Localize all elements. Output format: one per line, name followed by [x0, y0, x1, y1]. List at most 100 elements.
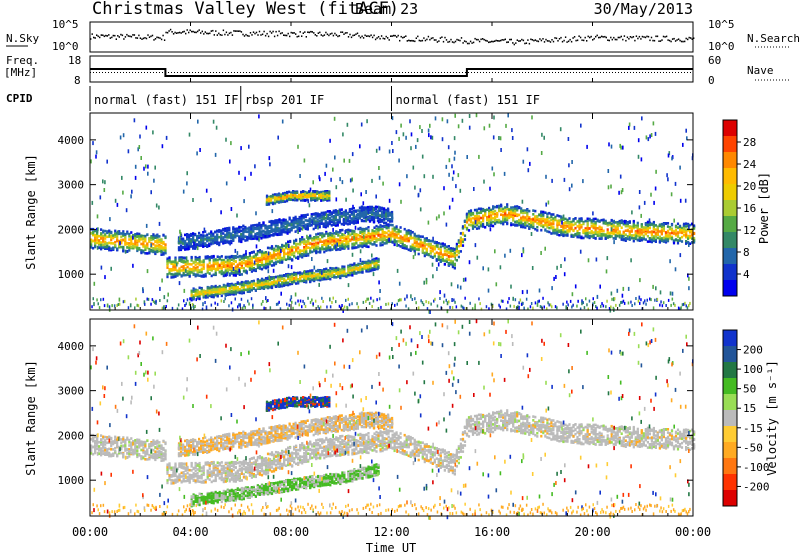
- power-cell: [662, 240, 665, 243]
- nsky-point: [400, 35, 402, 38]
- power-cell: [220, 294, 223, 298]
- power-cell: [226, 268, 229, 272]
- power-cell: [331, 267, 334, 270]
- power-cell: [277, 193, 281, 197]
- power-cell: [632, 239, 635, 243]
- power-cell: [186, 273, 189, 276]
- power-cell: [114, 229, 117, 233]
- power-cell: [148, 247, 151, 251]
- nsky-point: [304, 31, 306, 33]
- power-cell: [582, 229, 585, 233]
- power-cell: [542, 213, 545, 216]
- power-cell: [179, 244, 183, 247]
- power-cell: [315, 243, 318, 247]
- power-cell: [685, 225, 688, 228]
- power-cell: [413, 236, 416, 240]
- power-cell: [369, 235, 372, 238]
- power-cell: [311, 274, 314, 278]
- power-cell: [152, 247, 155, 250]
- nsky-point: [165, 31, 167, 34]
- power-cell: [323, 233, 326, 237]
- power-cell: [278, 249, 282, 253]
- power-cell: [112, 234, 115, 237]
- nsky-point: [668, 39, 671, 42]
- power-cell: [271, 202, 275, 206]
- power-cell: [341, 247, 344, 250]
- power-cell: [423, 244, 426, 247]
- power-cell: [290, 198, 293, 201]
- power-cell: [136, 232, 139, 235]
- nsky-point: [471, 42, 473, 44]
- nsky-point: [522, 39, 525, 42]
- nsky-point: [655, 35, 657, 38]
- power-cell: [284, 193, 287, 197]
- power-cell: [433, 240, 436, 244]
- nsky-point: [590, 35, 592, 38]
- power-cell: [391, 231, 394, 235]
- power-cell: [502, 222, 505, 226]
- power-cell: [367, 226, 370, 229]
- power-cell: [116, 236, 119, 240]
- power-cell: [281, 261, 284, 264]
- nsky-point: [115, 38, 117, 40]
- power-cell: [317, 276, 320, 280]
- power-cell: [260, 258, 264, 261]
- power-cell: [578, 227, 581, 231]
- nsky-point: [453, 41, 455, 44]
- nsky-point: [620, 35, 622, 38]
- power-cell: [238, 267, 241, 270]
- power-cell: [307, 277, 310, 281]
- power-cell: [506, 218, 509, 222]
- power-cell: [644, 238, 647, 241]
- power-cell: [305, 279, 308, 283]
- power-cell: [371, 243, 374, 246]
- power-cell: [393, 236, 396, 239]
- power-cell: [162, 253, 165, 256]
- power-cell: [664, 239, 668, 242]
- power-cell: [528, 217, 531, 221]
- power-cell: [494, 212, 497, 216]
- power-cell: [313, 245, 316, 248]
- nsky-point: [448, 40, 451, 43]
- power-cell: [323, 239, 326, 243]
- nsky-point: [346, 32, 348, 34]
- power-cell: [198, 255, 201, 259]
- power-cell: [208, 265, 211, 268]
- power-cell: [463, 220, 467, 223]
- power-cell: [293, 280, 296, 284]
- power-cell: [212, 260, 215, 264]
- power-cell: [285, 244, 288, 248]
- nsky-point: [185, 32, 187, 35]
- power-cell: [445, 260, 448, 263]
- power-cell: [375, 239, 378, 242]
- power-cell: [202, 293, 205, 296]
- power-cell: [307, 270, 310, 273]
- power-cell: [94, 242, 97, 245]
- power-cell: [361, 245, 364, 249]
- power-cell: [234, 283, 237, 287]
- power-cell: [383, 225, 386, 229]
- power-cell: [363, 261, 366, 264]
- power-cell: [102, 234, 105, 238]
- power-cell: [204, 272, 207, 276]
- power-cell: [262, 285, 266, 289]
- power-cell: [320, 190, 323, 194]
- power-cell: [373, 268, 376, 271]
- power-cell: [369, 236, 372, 240]
- power-cell: [500, 208, 503, 211]
- power-cell: [297, 251, 300, 255]
- power-cell: [371, 236, 374, 239]
- power-cell: [455, 250, 458, 253]
- power-cell: [544, 223, 547, 227]
- power-cell: [162, 233, 165, 237]
- power-cell: [307, 242, 310, 245]
- nsky-point: [117, 35, 119, 37]
- power-cell: [196, 234, 199, 238]
- nsky-point: [581, 39, 583, 41]
- power-cell: [299, 252, 302, 256]
- power-cell: [196, 265, 199, 269]
- power-cell: [262, 281, 266, 284]
- nsky-point: [286, 34, 288, 37]
- power-cell: [606, 231, 609, 235]
- power-cell: [174, 260, 177, 264]
